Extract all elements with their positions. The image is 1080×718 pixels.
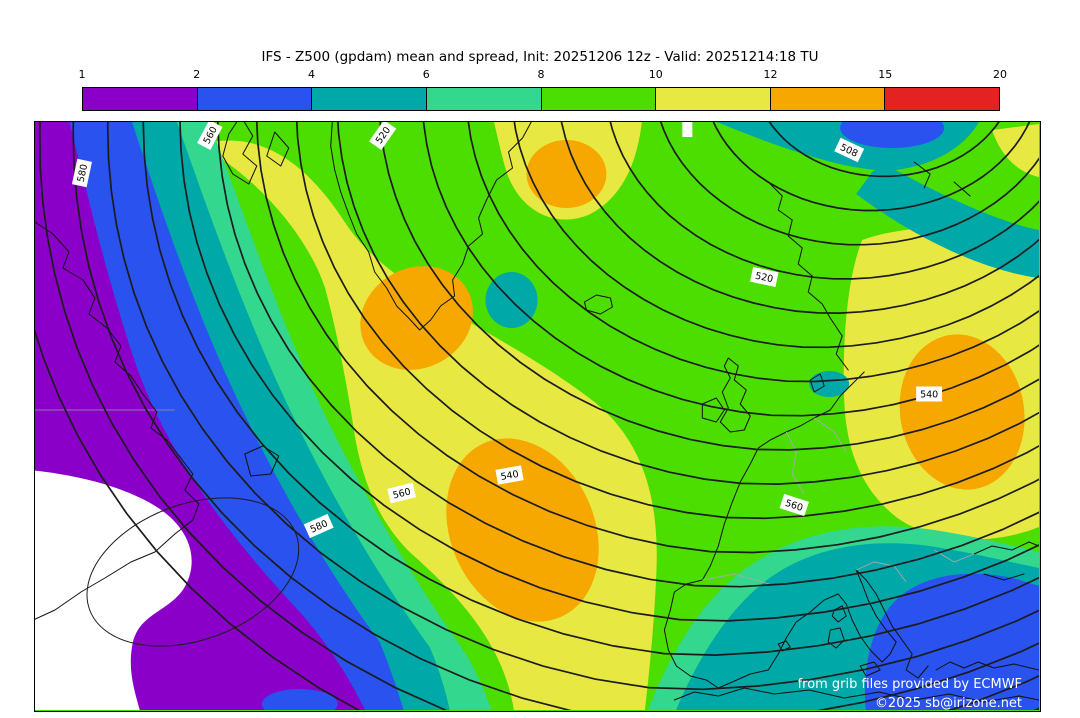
colorbar-segment — [83, 88, 198, 110]
spread-region-white-low — [35, 470, 192, 710]
coastline-great-britain — [719, 357, 751, 433]
contour-closed-high — [86, 497, 300, 647]
contour-label: 580 — [71, 158, 92, 188]
spread-region-orange-midatlantic — [446, 438, 599, 622]
coastline-denmark — [809, 373, 825, 393]
svg-text:560: 560 — [784, 498, 805, 514]
spread-region-orange-topcenter — [526, 140, 607, 208]
coastline-baffin — [222, 122, 290, 185]
coastline-layer — [35, 122, 1039, 703]
colorbar-segment — [541, 88, 657, 110]
contour-line-524 — [560, 122, 1039, 314]
spread-region-blue-topright — [840, 122, 945, 148]
colorbar-tick-label: 8 — [537, 68, 545, 81]
contour-line-536 — [422, 122, 1039, 417]
coastline-ireland — [701, 397, 725, 423]
contour-label: 508 — [834, 137, 865, 163]
contour-line-516 — [659, 122, 1039, 246]
colorbar-tick-label: 12 — [763, 68, 778, 81]
contour-line-548 — [295, 122, 1039, 520]
contour-line-540 — [379, 122, 1039, 451]
colorbar-tick-label: 6 — [422, 68, 430, 81]
colorbar-ticks: 1 2 4 6 8 10 12 15 20 — [78, 68, 1008, 84]
contour-line-512 — [712, 122, 1031, 212]
contour-line-520 — [609, 122, 1039, 280]
contour-label: 540 — [495, 465, 524, 485]
contour-line-528 — [513, 122, 1039, 349]
coastline-newfoundland — [244, 445, 280, 477]
contour-line-544 — [337, 122, 1039, 485]
coastline-scandinavia — [769, 183, 849, 371]
contour-line-layer — [35, 122, 1039, 710]
spread-region-yellow-corner — [992, 124, 1039, 177]
contour-label: 520 — [750, 266, 779, 288]
svg-text:580: 580 — [76, 163, 91, 183]
contour-label: 560 — [779, 493, 809, 517]
credit-line-1: from grib files provided by ECMWF — [798, 677, 1022, 692]
coastline-turkey — [935, 661, 1039, 671]
coastline-north-africa — [673, 687, 1039, 703]
plot-title: IFS - Z500 (gpdam) mean and spread, Init… — [261, 49, 819, 65]
colorbar-tick-label: 4 — [308, 68, 315, 81]
colorbar-tick-label: 15 — [878, 68, 893, 81]
coastline-greenland — [330, 122, 532, 331]
contour-line-508 — [768, 122, 1000, 178]
spread-region-teal-spot-baltic — [809, 371, 850, 397]
credits: from grib files provided by ECMWF ©2025 … — [798, 677, 1022, 710]
contour-line-532 — [467, 122, 1039, 383]
colorbar-segment — [197, 88, 313, 110]
colorbar-tick-label: 2 — [193, 68, 201, 81]
coastline-labrador — [35, 221, 200, 620]
colorbar-tick-label: 20 — [993, 68, 1007, 81]
colorbar-segment — [885, 88, 999, 110]
colorbar-segment — [656, 88, 771, 110]
svg-text:540: 540 — [500, 469, 520, 483]
colorbar-tick-label: 1 — [78, 68, 86, 81]
svg-text:560: 560 — [392, 486, 412, 501]
map-panel: 580 560 520 508 520 540 540 560 580 560 from grib… — [34, 121, 1041, 712]
colorbar-tick-label: 10 — [648, 68, 663, 81]
coastline-islands-med — [777, 605, 881, 677]
contour-line-552 — [255, 122, 1039, 554]
svg-text:540: 540 — [920, 389, 938, 400]
clipped-contour-label — [682, 122, 693, 137]
contour-label: 540 — [916, 386, 943, 402]
spread-region-orange-east — [899, 334, 1025, 490]
credit-line-2: ©2025 sb@irizone.net — [875, 696, 1022, 710]
colorbar-segment — [312, 88, 427, 110]
country-borders — [702, 417, 975, 585]
colorbar-segment — [770, 88, 886, 110]
spread-region-teal-topright-tail — [856, 164, 1039, 278]
colorbar: 1 2 4 6 8 10 12 15 20 — [78, 68, 1008, 112]
coastline-black-sea — [973, 541, 1039, 581]
contour-label: 580 — [303, 513, 334, 539]
spread-region-blue-bottom-spot — [261, 689, 338, 710]
svg-text:520: 520 — [754, 271, 774, 286]
contour-label: 560 — [387, 482, 417, 504]
spread-region-blue-se — [865, 573, 1039, 710]
colorbar-segment — [426, 88, 542, 110]
colorbar-segments — [82, 87, 1000, 111]
